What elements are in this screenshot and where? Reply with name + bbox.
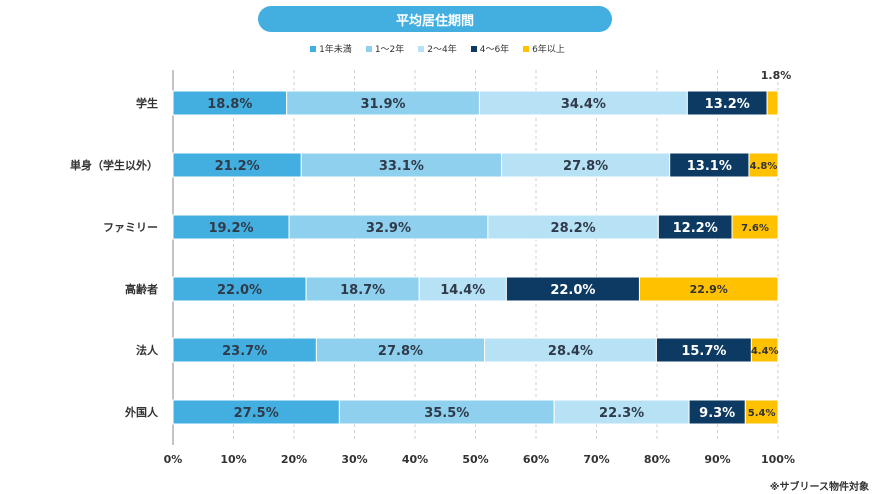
value-label: 12.2% [673,221,718,236]
x-tick-label: 100% [761,453,795,466]
legend-item: 6年以上 [523,42,565,55]
x-tick-label: 0% [164,453,183,466]
legend-label: 2～4年 [427,45,457,55]
value-label: 32.9% [366,221,411,236]
bar-segment [744,399,779,425]
value-label: 34.4% [561,97,606,112]
category-label: 高齢者 [125,282,158,296]
value-label: 27.8% [378,344,423,359]
value-label: 4.4% [751,346,779,357]
value-label: 9.3% [699,406,735,421]
value-label: 19.2% [208,221,253,236]
x-tick-label: 30% [341,453,367,466]
legend: 1年未満 1～2年 2～4年 4～6年 6年以上 [0,42,875,55]
value-label: 18.8% [207,97,252,112]
bar-segment [731,214,779,240]
legend-label: 1～2年 [374,45,405,55]
bar-segment [655,337,752,363]
bar-segment [686,90,768,116]
bar-segment [286,90,480,116]
x-tick-label: 90% [704,453,730,466]
category-label: 単身（学生以外） [70,158,158,172]
value-label: 1.8% [761,69,792,82]
legend-label: 1年未満 [319,45,352,55]
legend-item: 2～4年 [418,42,457,55]
legend-label: 4～6年 [479,45,510,55]
value-label: 13.2% [705,97,750,112]
value-label: 27.8% [563,159,608,174]
category-label: 外国人 [124,405,159,419]
value-label: 18.7% [340,283,385,298]
x-tick-label: 70% [583,453,609,466]
footnote: ※サブリース物件対象 [769,482,869,493]
x-tick-label: 10% [220,453,246,466]
chart-title: 平均居住期間 [258,6,612,32]
x-tick-label: 20% [281,453,307,466]
value-label: 22.9% [690,283,728,296]
value-label: 28.4% [548,344,593,359]
value-label: 13.1% [687,159,732,174]
legend-swatch [523,45,530,52]
value-label: 33.1% [379,159,424,174]
value-label: 27.5% [234,406,279,421]
category-label: ファミリー [103,221,158,234]
bar-segment [766,90,779,116]
bar-segment [688,399,746,425]
bar-segment [484,337,657,363]
legend-swatch [418,45,425,52]
x-tick-label: 60% [523,453,549,466]
value-label: 15.7% [681,344,726,359]
bar-segment [750,337,779,363]
value-label: 35.5% [424,406,469,421]
bar-segment [478,90,688,116]
bar-segment [505,276,640,302]
x-tick-label: 80% [644,453,670,466]
legend-item: 1年未満 [310,42,352,55]
value-label: 23.7% [222,344,267,359]
bar-segment [501,152,671,178]
bar-segment [553,399,690,425]
bar-segment [418,276,507,302]
category-label: 法人 [136,343,159,357]
bar-segment [172,276,307,302]
category-label: 学生 [136,96,158,110]
value-label: 21.2% [215,159,260,174]
bar-segment [748,152,779,178]
x-tick-label: 50% [462,453,488,466]
value-label: 14.4% [440,283,485,298]
value-label: 7.6% [741,223,769,234]
value-label: 28.2% [551,221,596,236]
bar-segment [315,337,486,363]
bar-segment [288,214,489,240]
legend-label: 6年以上 [532,45,565,55]
value-label: 22.0% [217,283,262,298]
bar-segment [638,276,779,302]
bar-segment [172,337,317,363]
value-label: 22.3% [599,406,644,421]
legend-swatch [365,45,372,52]
value-label: 5.4% [748,408,776,419]
legend-item: 4～6年 [470,42,510,55]
x-tick-label: 40% [402,453,428,466]
bar-segment [338,399,555,425]
legend-swatch [310,45,317,52]
legend-item: 1～2年 [365,42,405,55]
value-label: 22.0% [550,283,595,298]
legend-swatch [470,45,477,52]
bar-segment [172,90,288,116]
bar-segment [487,214,659,240]
value-label: 31.9% [360,97,405,112]
value-label: 4.8% [750,161,778,172]
